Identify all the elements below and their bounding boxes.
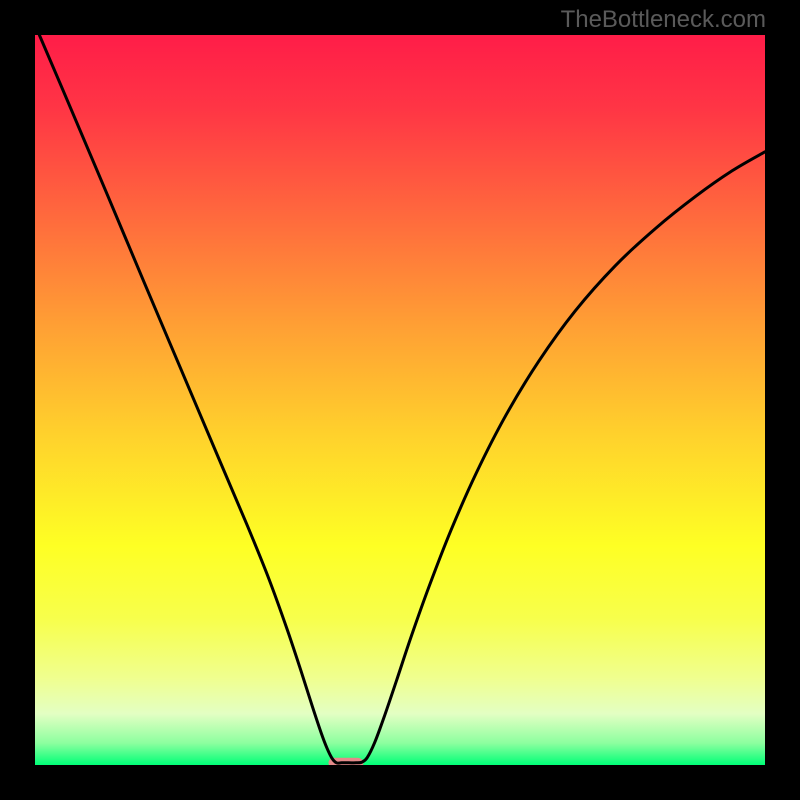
- v-curve: [39, 35, 765, 763]
- curve-layer: [35, 35, 765, 765]
- plot-area: [35, 35, 765, 765]
- watermark-text: TheBottleneck.com: [561, 6, 766, 34]
- figure-root: TheBottleneck.com: [0, 0, 800, 800]
